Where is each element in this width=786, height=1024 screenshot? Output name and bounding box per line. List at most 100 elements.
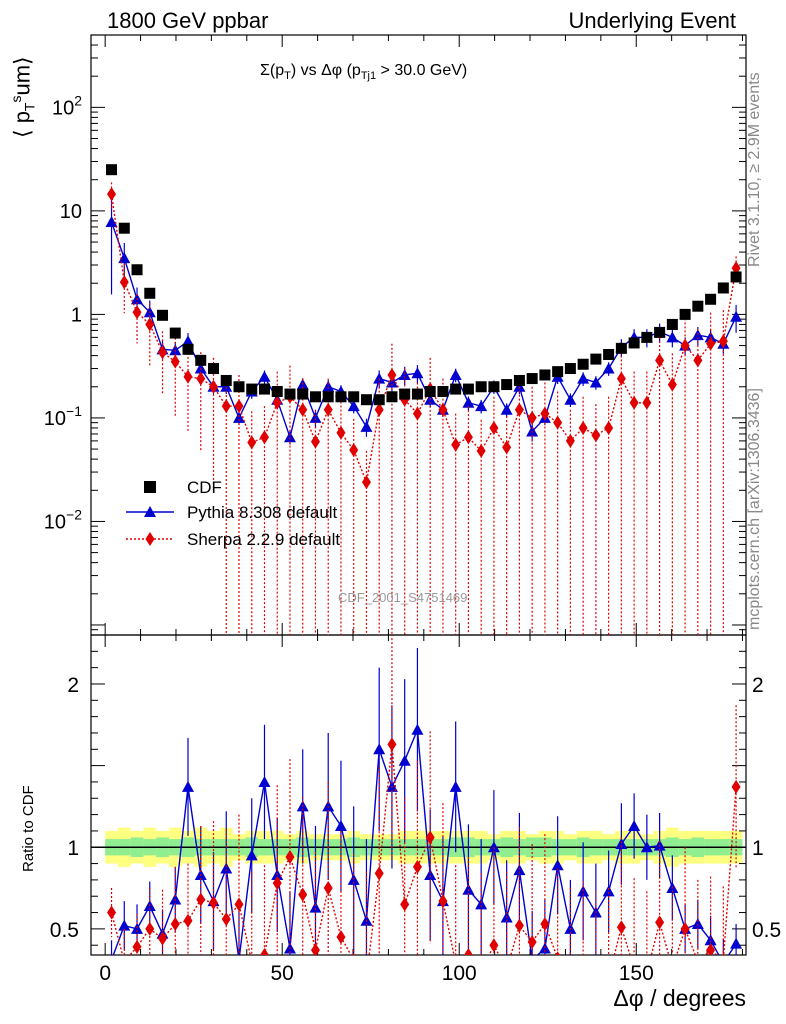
x-tick-label: 50 [271,962,294,985]
x-tick-label: 150 [619,962,654,985]
sherpa-ratio-point [298,887,308,902]
sherpa-point [272,395,282,410]
header-analysis: Underlying Event [568,8,736,33]
header-energy: 1800 GeV ppbar [107,8,269,33]
pythia-line [110,221,737,440]
sherpa-point [553,415,563,430]
pythia-ratio-point [640,841,653,853]
sherpa-point [514,402,524,417]
sherpa-point [387,367,397,382]
sherpa-point [132,305,142,320]
cdf-point [577,358,589,370]
pythia-ratio-point [475,898,488,910]
cdf-point [526,373,538,385]
sherpa-ratio-point [502,963,511,977]
pythia-ratio-point [398,754,411,766]
cdf-point [488,381,500,393]
legend-label: Pythia 8.308 default [187,503,338,522]
cdf-point [144,287,156,299]
pythia-ratio-point [730,937,743,949]
sherpa-ratio-point [123,954,125,955]
sherpa-ratio-point [196,892,206,907]
cdf-point [450,383,462,395]
analysis-watermark: CDF_2001_S4751469 [338,590,468,605]
sherpa-ratio-point [477,964,486,978]
pythia-point [194,362,207,374]
sherpa-point [693,353,703,368]
pythia-ratio-point [602,885,615,897]
pythia-ratio-point [628,820,641,832]
cdf-point [271,385,283,397]
cdf-point [513,374,525,386]
legend-sherpa-marker [145,532,155,546]
sherpa-ratio-point [336,930,346,945]
pythia-ratio-point [131,922,144,934]
ratio-plot-frame [90,634,747,956]
pythia-point [347,400,360,412]
pythia-point [730,310,743,322]
cdf-point [628,337,640,349]
sherpa-point [247,435,257,450]
cdf-point [284,388,296,400]
cdf-point [424,385,436,397]
pythia-point [182,335,195,347]
cdf-point [552,366,564,378]
pythia-ratio-point [309,901,322,913]
sherpa-point [451,437,461,452]
pythia-ratio-point [110,953,113,955]
pythia-point [564,393,577,405]
pythia-ratio-point [245,849,258,861]
cdf-point [564,363,576,375]
pythia-ratio-point [691,917,704,929]
sherpa-point [221,399,231,414]
sherpa-point [336,425,346,440]
cdf-point [106,164,118,176]
pythia-ratio-point [322,800,335,812]
legend-cdf-marker [144,481,156,493]
sherpa-point [323,402,333,417]
x-tick-label: 100 [442,962,477,985]
cdf-point [220,374,232,386]
sherpa-point [349,442,359,457]
ratio-tick-label-right: 0.5 [752,919,781,942]
sherpa-point [298,402,308,417]
cdf-point [157,309,169,321]
sherpa-point [412,406,422,421]
sherpa-ratio-point [183,913,193,928]
sherpa-ratio-point [170,916,180,931]
sherpa-point [565,433,575,448]
ratio-tick-label-right: 1 [752,837,764,860]
pythia-point [283,431,296,443]
pythia-ratio-point [334,820,347,832]
pythia-ratio-point [118,919,131,931]
sherpa-ratio-point [566,971,575,985]
pythia-ratio-point [717,957,729,968]
sherpa-point [196,371,206,386]
cdf-point [666,318,678,330]
sherpa-ratio-point [591,974,600,988]
cdf-point [641,331,653,343]
cdf-point [258,383,270,395]
ratio-plot-group [107,635,743,988]
sherpa-point [107,187,117,202]
sherpa-point [463,430,473,445]
sherpa-ratio-point [579,964,588,978]
cdf-point [373,394,385,406]
sherpa-point [616,371,626,386]
sherpa-point [310,434,320,449]
pythia-point [666,331,679,343]
pythia-ratio-point [220,862,233,874]
sherpa-ratio-point [400,897,410,912]
pythia-point [118,252,131,264]
sherpa-point [374,402,384,417]
sherpa-point [680,338,690,353]
cdf-point [208,363,220,375]
sherpa-ratio-point [132,939,142,954]
x-tick-label: 0 [99,962,111,985]
ratio-tick-label-left: 2 [67,674,79,697]
y-axis-label: ⟨ pTsum⟩ [8,56,38,138]
pythia-ratio-point [373,743,386,755]
sherpa-point [591,428,601,443]
sherpa-ratio-point [527,934,537,949]
cdf-point [679,308,691,320]
